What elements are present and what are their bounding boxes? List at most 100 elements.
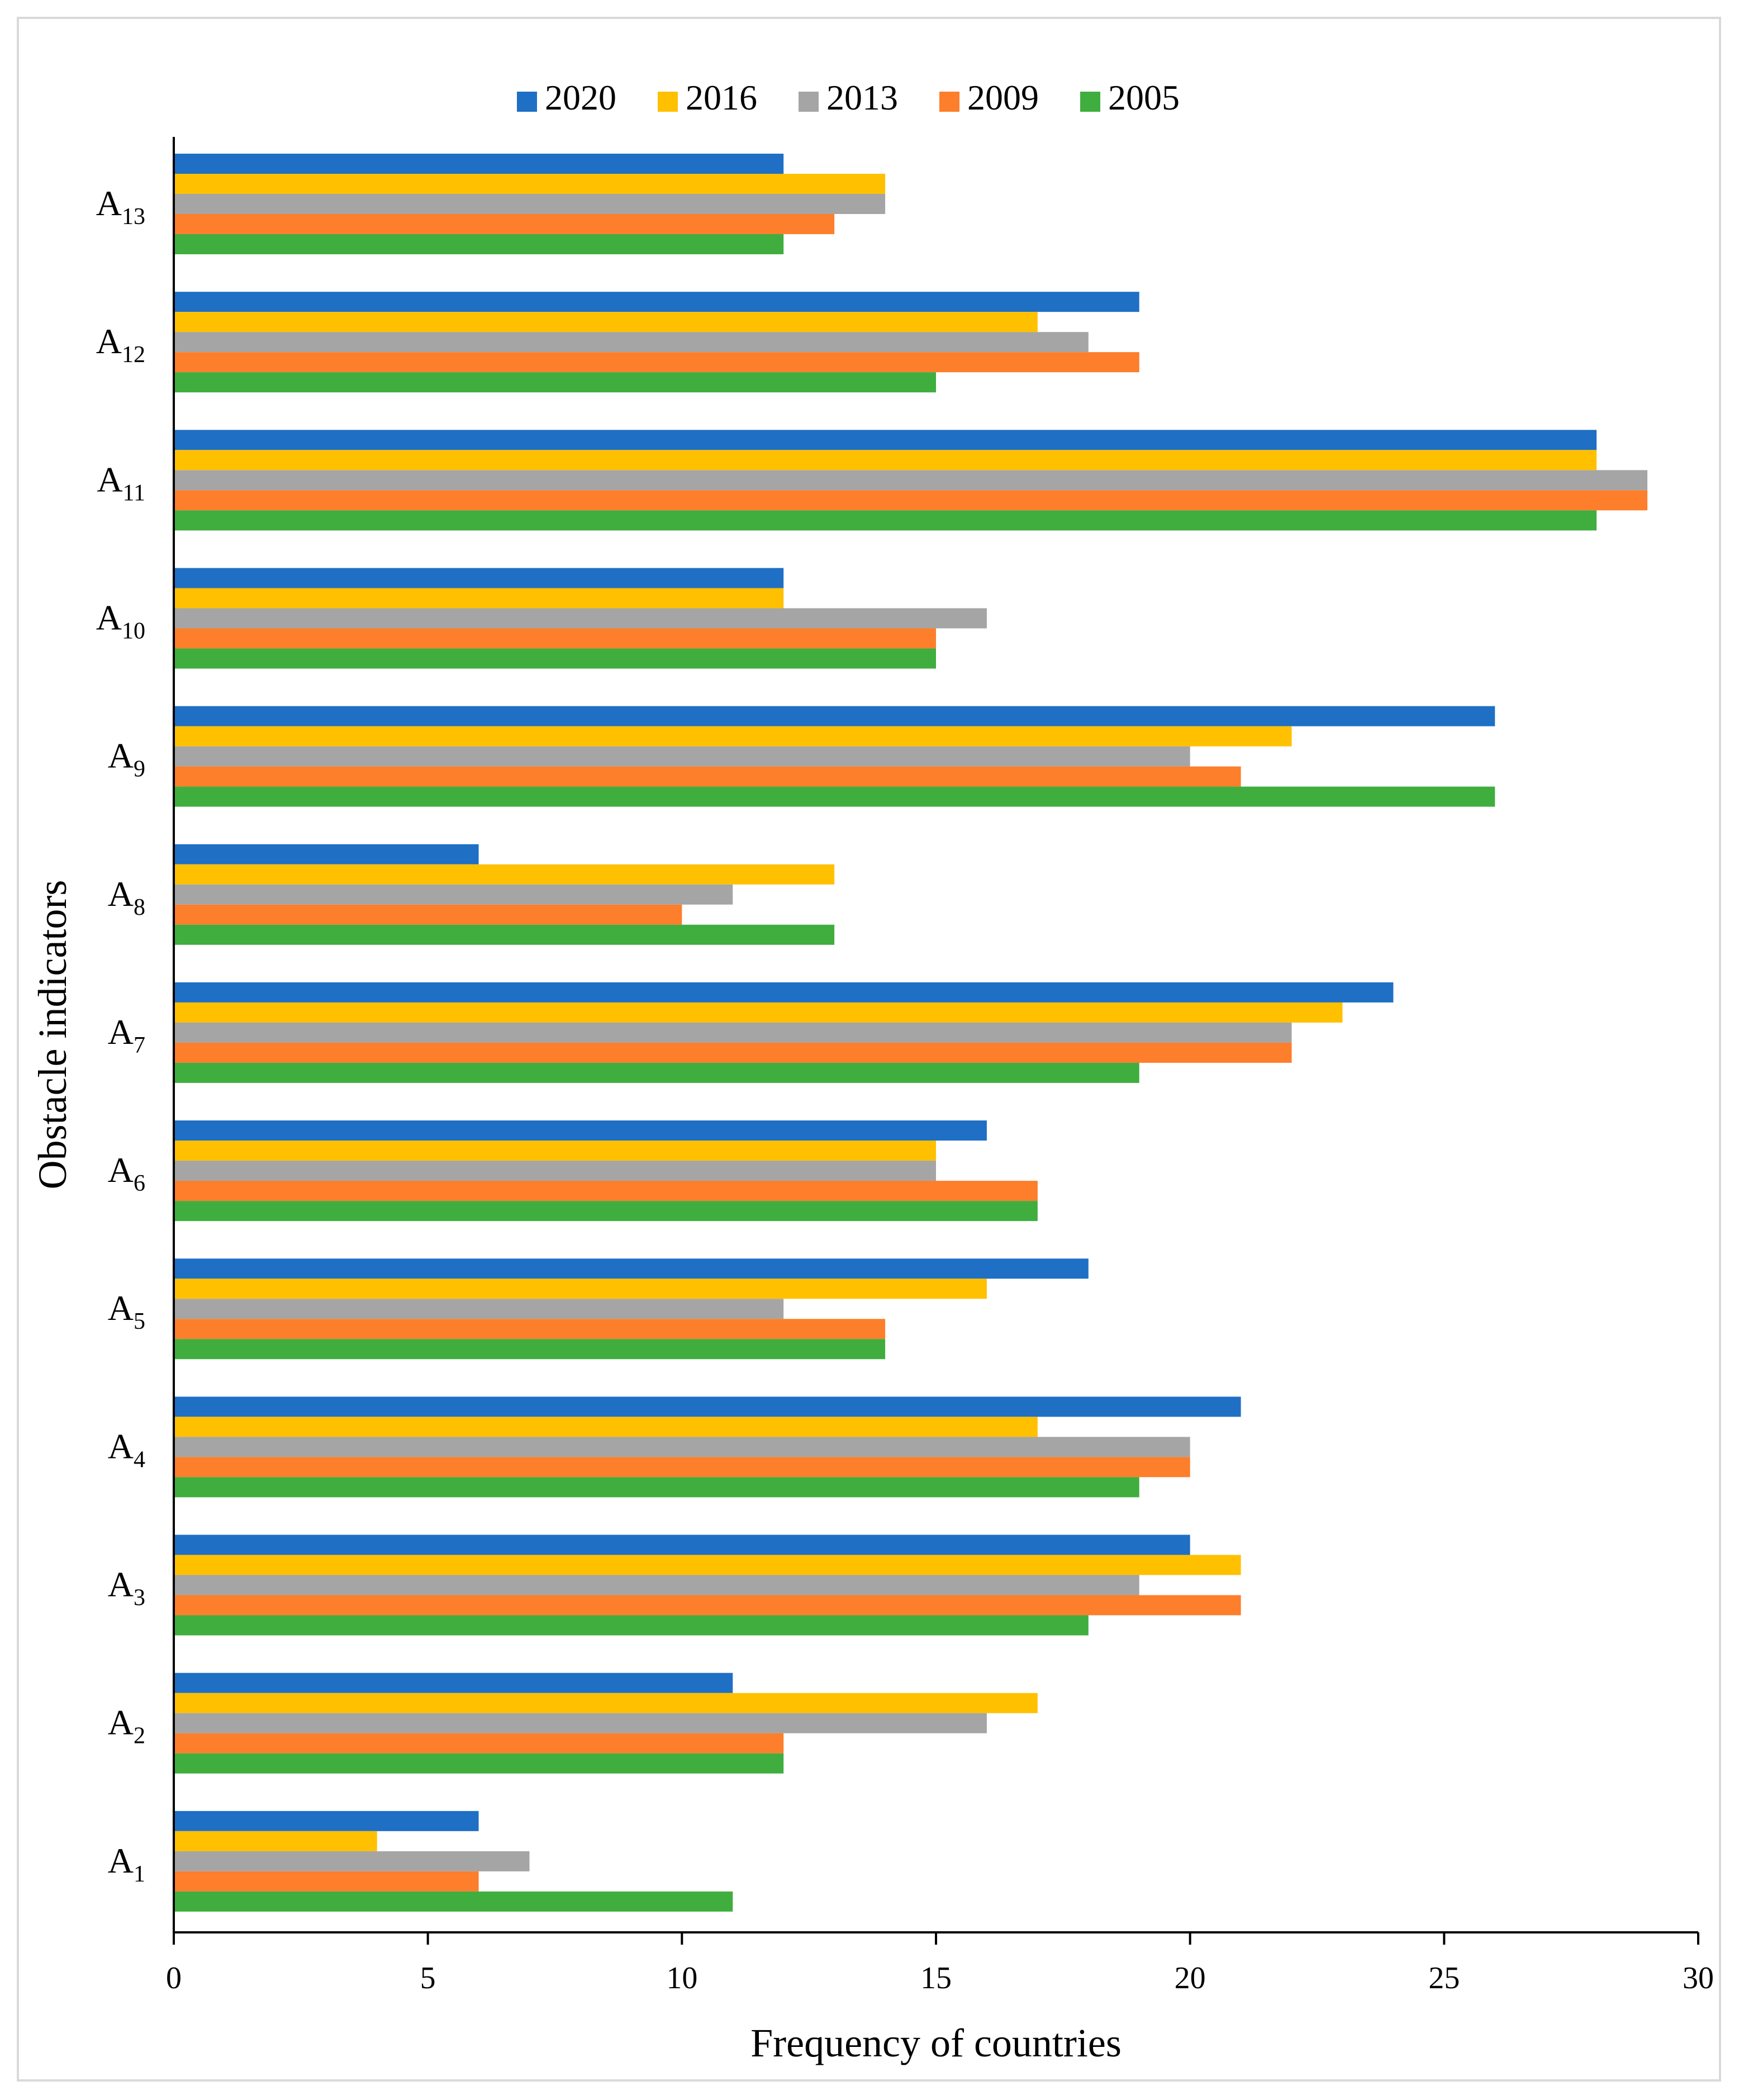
y-category-label: A12 xyxy=(96,321,145,368)
bar-A13-2005 xyxy=(174,234,784,254)
x-tick-label: 15 xyxy=(920,1961,952,1996)
bar-A10-2016 xyxy=(174,588,784,609)
bar-A10-2005 xyxy=(174,648,936,669)
y-category-label: A7 xyxy=(108,1012,145,1058)
bar-A6-2013 xyxy=(174,1161,936,1181)
bar-A7-2005 xyxy=(174,1062,1139,1083)
legend: 2020 2016 2013 2009 2005 xyxy=(517,78,1180,117)
y-category-label: A6 xyxy=(108,1150,145,1196)
bar-A11-2005 xyxy=(174,510,1597,531)
bar-A6-2009 xyxy=(174,1181,1038,1201)
bar-A8-2005 xyxy=(174,924,835,945)
bar-A13-2020 xyxy=(174,154,784,174)
bar-A1-2005 xyxy=(174,1891,733,1912)
bar-A10-2020 xyxy=(174,568,784,588)
legend-swatch-2013 xyxy=(799,92,819,112)
legend-label-2016: 2016 xyxy=(686,78,757,117)
legend-swatch-2016 xyxy=(658,92,678,112)
bar-A12-2020 xyxy=(174,292,1139,312)
y-category-labels: A13 A12 A11 A10 A9 A8 A7 A6 A5 A4 A3 A2 A1 xyxy=(96,183,145,1887)
bar-A12-2009 xyxy=(174,352,1139,373)
bar-A3-2020 xyxy=(174,1534,1190,1555)
x-tick-label: 30 xyxy=(1683,1961,1714,1996)
bars xyxy=(174,154,1648,1912)
bar-A12-2005 xyxy=(174,372,936,393)
y-category-label: A8 xyxy=(108,874,145,920)
legend-swatch-2009 xyxy=(939,92,959,112)
bar-A9-2009 xyxy=(174,766,1241,787)
y-axis-title: Obstacle indicators xyxy=(30,880,75,1190)
bar-A9-2005 xyxy=(174,786,1495,807)
x-tick-label: 25 xyxy=(1428,1961,1460,1996)
y-category-label: A9 xyxy=(108,736,145,782)
bar-A6-2020 xyxy=(174,1120,987,1141)
legend-swatch-2020 xyxy=(517,92,537,112)
bar-A12-2016 xyxy=(174,312,1038,332)
bar-A4-2005 xyxy=(174,1477,1139,1498)
legend-swatch-2005 xyxy=(1080,92,1100,112)
bar-A8-2013 xyxy=(174,884,733,905)
bar-A1-2013 xyxy=(174,1851,530,1871)
bar-A13-2016 xyxy=(174,174,886,194)
bar-A5-2005 xyxy=(174,1339,886,1360)
y-category-label: A4 xyxy=(108,1426,145,1472)
bar-A3-2013 xyxy=(174,1575,1139,1595)
bar-A7-2013 xyxy=(174,1022,1292,1043)
bar-A4-2009 xyxy=(174,1457,1190,1477)
bar-A7-2020 xyxy=(174,982,1394,1003)
bar-A11-2009 xyxy=(174,490,1648,511)
bar-A4-2020 xyxy=(174,1396,1241,1417)
bar-A8-2009 xyxy=(174,904,682,925)
bar-A13-2013 xyxy=(174,194,886,214)
bar-A8-2016 xyxy=(174,864,835,885)
bar-A2-2013 xyxy=(174,1713,987,1733)
bar-A11-2016 xyxy=(174,450,1597,471)
y-category-label: A1 xyxy=(108,1841,145,1887)
bar-A7-2016 xyxy=(174,1002,1343,1023)
x-tick-label: 0 xyxy=(166,1961,182,1996)
x-axis-title: Frequency of countries xyxy=(750,2021,1122,2065)
bar-A12-2013 xyxy=(174,332,1089,353)
bar-A9-2016 xyxy=(174,726,1292,747)
bar-A5-2013 xyxy=(174,1299,784,1319)
bar-A5-2009 xyxy=(174,1319,886,1339)
bar-A2-2009 xyxy=(174,1733,784,1754)
bar-A6-2016 xyxy=(174,1141,936,1161)
bar-A6-2005 xyxy=(174,1201,1038,1222)
bar-A10-2009 xyxy=(174,628,936,649)
y-category-label: A5 xyxy=(108,1288,145,1334)
x-tick-label: 10 xyxy=(666,1961,697,1996)
y-category-label: A10 xyxy=(96,597,145,644)
bar-A3-2009 xyxy=(174,1595,1241,1616)
y-category-label: A2 xyxy=(108,1703,145,1749)
bar-A9-2020 xyxy=(174,706,1495,726)
legend-label-2005: 2005 xyxy=(1108,78,1180,117)
bar-A1-2009 xyxy=(174,1871,479,1892)
bar-A2-2020 xyxy=(174,1673,733,1693)
legend-label-2020: 2020 xyxy=(545,78,616,117)
legend-label-2009: 2009 xyxy=(967,78,1039,117)
x-ticks: 0 5 10 15 20 25 30 xyxy=(166,1932,1714,1996)
bar-A1-2020 xyxy=(174,1811,479,1831)
x-tick-label: 20 xyxy=(1175,1961,1206,1996)
y-category-label: A3 xyxy=(108,1565,145,1611)
bar-A8-2020 xyxy=(174,844,479,864)
bar-A1-2016 xyxy=(174,1831,377,1851)
bar-A9-2013 xyxy=(174,746,1190,767)
bar-A4-2016 xyxy=(174,1417,1038,1437)
y-category-label: A13 xyxy=(96,183,145,230)
bar-A3-2016 xyxy=(174,1555,1241,1575)
bar-A3-2005 xyxy=(174,1615,1089,1636)
bar-A13-2009 xyxy=(174,214,835,234)
bar-A5-2020 xyxy=(174,1258,1089,1279)
bar-A11-2020 xyxy=(174,430,1597,450)
x-tick-label: 5 xyxy=(420,1961,436,1996)
bar-A2-2005 xyxy=(174,1753,784,1774)
bar-A11-2013 xyxy=(174,470,1648,491)
legend-label-2013: 2013 xyxy=(826,78,898,117)
bar-A4-2013 xyxy=(174,1437,1190,1457)
bar-A2-2016 xyxy=(174,1693,1038,1713)
y-category-label: A11 xyxy=(97,459,145,506)
bar-A7-2009 xyxy=(174,1042,1292,1063)
